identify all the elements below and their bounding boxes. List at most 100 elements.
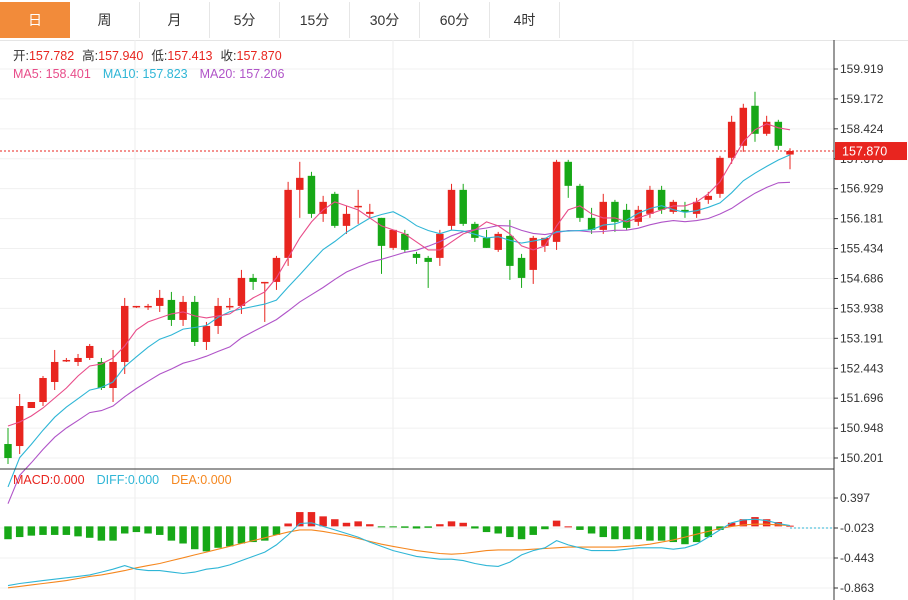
- macd-bar: [331, 519, 339, 527]
- candle-body: [27, 401, 36, 409]
- candle-body: [249, 277, 257, 282]
- macd-bar: [751, 517, 759, 527]
- tab-5min[interactable]: 5分: [210, 2, 280, 38]
- macd-bar: [4, 526, 12, 540]
- macd-bar: [727, 522, 736, 527]
- macd-bar: [27, 526, 36, 536]
- tab-month[interactable]: 月: [140, 2, 210, 38]
- macd-bar: [191, 526, 199, 550]
- price-axis: 159.919159.172158.424157.676156.929156.1…: [834, 62, 884, 595]
- candle-body: [132, 305, 141, 308]
- macd-bar: [354, 521, 362, 527]
- candle-body: [727, 121, 736, 158]
- macd-bar: [85, 526, 94, 538]
- macd-bar: [389, 526, 397, 528]
- macd-bar: [249, 526, 257, 543]
- macd-bar: [237, 526, 246, 544]
- tab-15min[interactable]: 15分: [280, 2, 350, 38]
- macd-bar: [202, 526, 211, 552]
- dea-line: [7, 523, 791, 589]
- high-label: 高:: [82, 48, 98, 63]
- candle-body: [237, 277, 246, 306]
- candle-body: [366, 211, 374, 214]
- candle-body: [657, 189, 666, 210]
- macd-bar: [786, 525, 794, 527]
- macd-bar: [459, 522, 467, 527]
- candle-body: [692, 201, 701, 214]
- macd-bar: [120, 526, 129, 534]
- candle-body: [272, 257, 281, 282]
- candle-body: [331, 193, 339, 226]
- macd-bar: [296, 512, 304, 527]
- macd-tick-label: 0.397: [840, 491, 870, 505]
- tab-week[interactable]: 周: [70, 2, 140, 38]
- indicator-lines: [0, 123, 834, 589]
- macd-bar: [74, 526, 82, 537]
- tab-4hour[interactable]: 4时: [490, 2, 560, 38]
- macd-bar: [412, 526, 421, 529]
- candle-body: [226, 305, 234, 308]
- candle-body: [155, 297, 164, 306]
- candle-body: [389, 229, 397, 248]
- macd-bar: [342, 522, 351, 527]
- tab-60min[interactable]: 60分: [420, 2, 490, 38]
- diff-label: DIFF:: [97, 473, 128, 487]
- macd-bar: [15, 526, 24, 538]
- y-tick-label: 159.919: [840, 62, 884, 76]
- last-price-badge: 157.870: [835, 142, 907, 161]
- macd-bar: [471, 526, 479, 529]
- macd-bar: [307, 512, 316, 527]
- candle-body: [342, 213, 351, 226]
- y-tick-label: 158.424: [840, 122, 884, 136]
- macd-bar: [657, 526, 666, 541]
- candle-body: [494, 233, 502, 250]
- macd-bar: [214, 526, 222, 548]
- ma20-line: [7, 181, 791, 504]
- candle-body: [284, 189, 292, 258]
- candle-body: [167, 299, 176, 320]
- ma5-value: 158.401: [46, 67, 91, 81]
- low-value: 157.413: [167, 49, 212, 63]
- macd-bar: [517, 526, 526, 540]
- y-tick-label: 153.938: [840, 301, 884, 315]
- candle-body: [296, 177, 304, 190]
- macd-bar: [669, 526, 678, 543]
- open-value: 157.782: [29, 49, 74, 63]
- macd-bar: [50, 526, 59, 535]
- macd-bar: [436, 524, 444, 527]
- candle-body: [611, 201, 619, 222]
- candle-body: [179, 301, 187, 320]
- macd-bar: [774, 522, 783, 527]
- y-tick-label: 152.443: [840, 361, 884, 375]
- macd-bar: [587, 526, 596, 534]
- ma5-line: [7, 123, 791, 427]
- tab-day[interactable]: 日: [0, 2, 70, 38]
- macd-bar: [179, 526, 187, 544]
- candle-body: [716, 157, 724, 194]
- candle-body: [39, 377, 47, 402]
- candle-body: [599, 201, 607, 230]
- candle-body: [576, 185, 584, 218]
- candle-body: [506, 235, 514, 266]
- y-tick-label: 150.201: [840, 451, 884, 465]
- macd-bar: [272, 526, 281, 535]
- candle-body: [354, 205, 362, 208]
- ma20-value: 157.206: [239, 67, 284, 81]
- candle-body: [62, 359, 71, 362]
- candle-body: [564, 161, 572, 186]
- candle-body: [646, 189, 654, 214]
- macd-bar: [739, 519, 748, 527]
- candle-body: [622, 209, 631, 228]
- tab-30min[interactable]: 30分: [350, 2, 420, 38]
- macd-bar: [62, 526, 71, 535]
- macd-bar: [155, 526, 164, 535]
- y-tick-label: 155.434: [840, 242, 884, 256]
- macd-tick-label: -0.023: [840, 521, 874, 535]
- candle-body: [681, 209, 689, 212]
- macd-bar: [424, 526, 432, 528]
- candle-body: [459, 189, 467, 224]
- candle-body: [202, 325, 211, 342]
- dea-value: 0.000: [200, 473, 231, 487]
- macd-bar: [634, 526, 643, 540]
